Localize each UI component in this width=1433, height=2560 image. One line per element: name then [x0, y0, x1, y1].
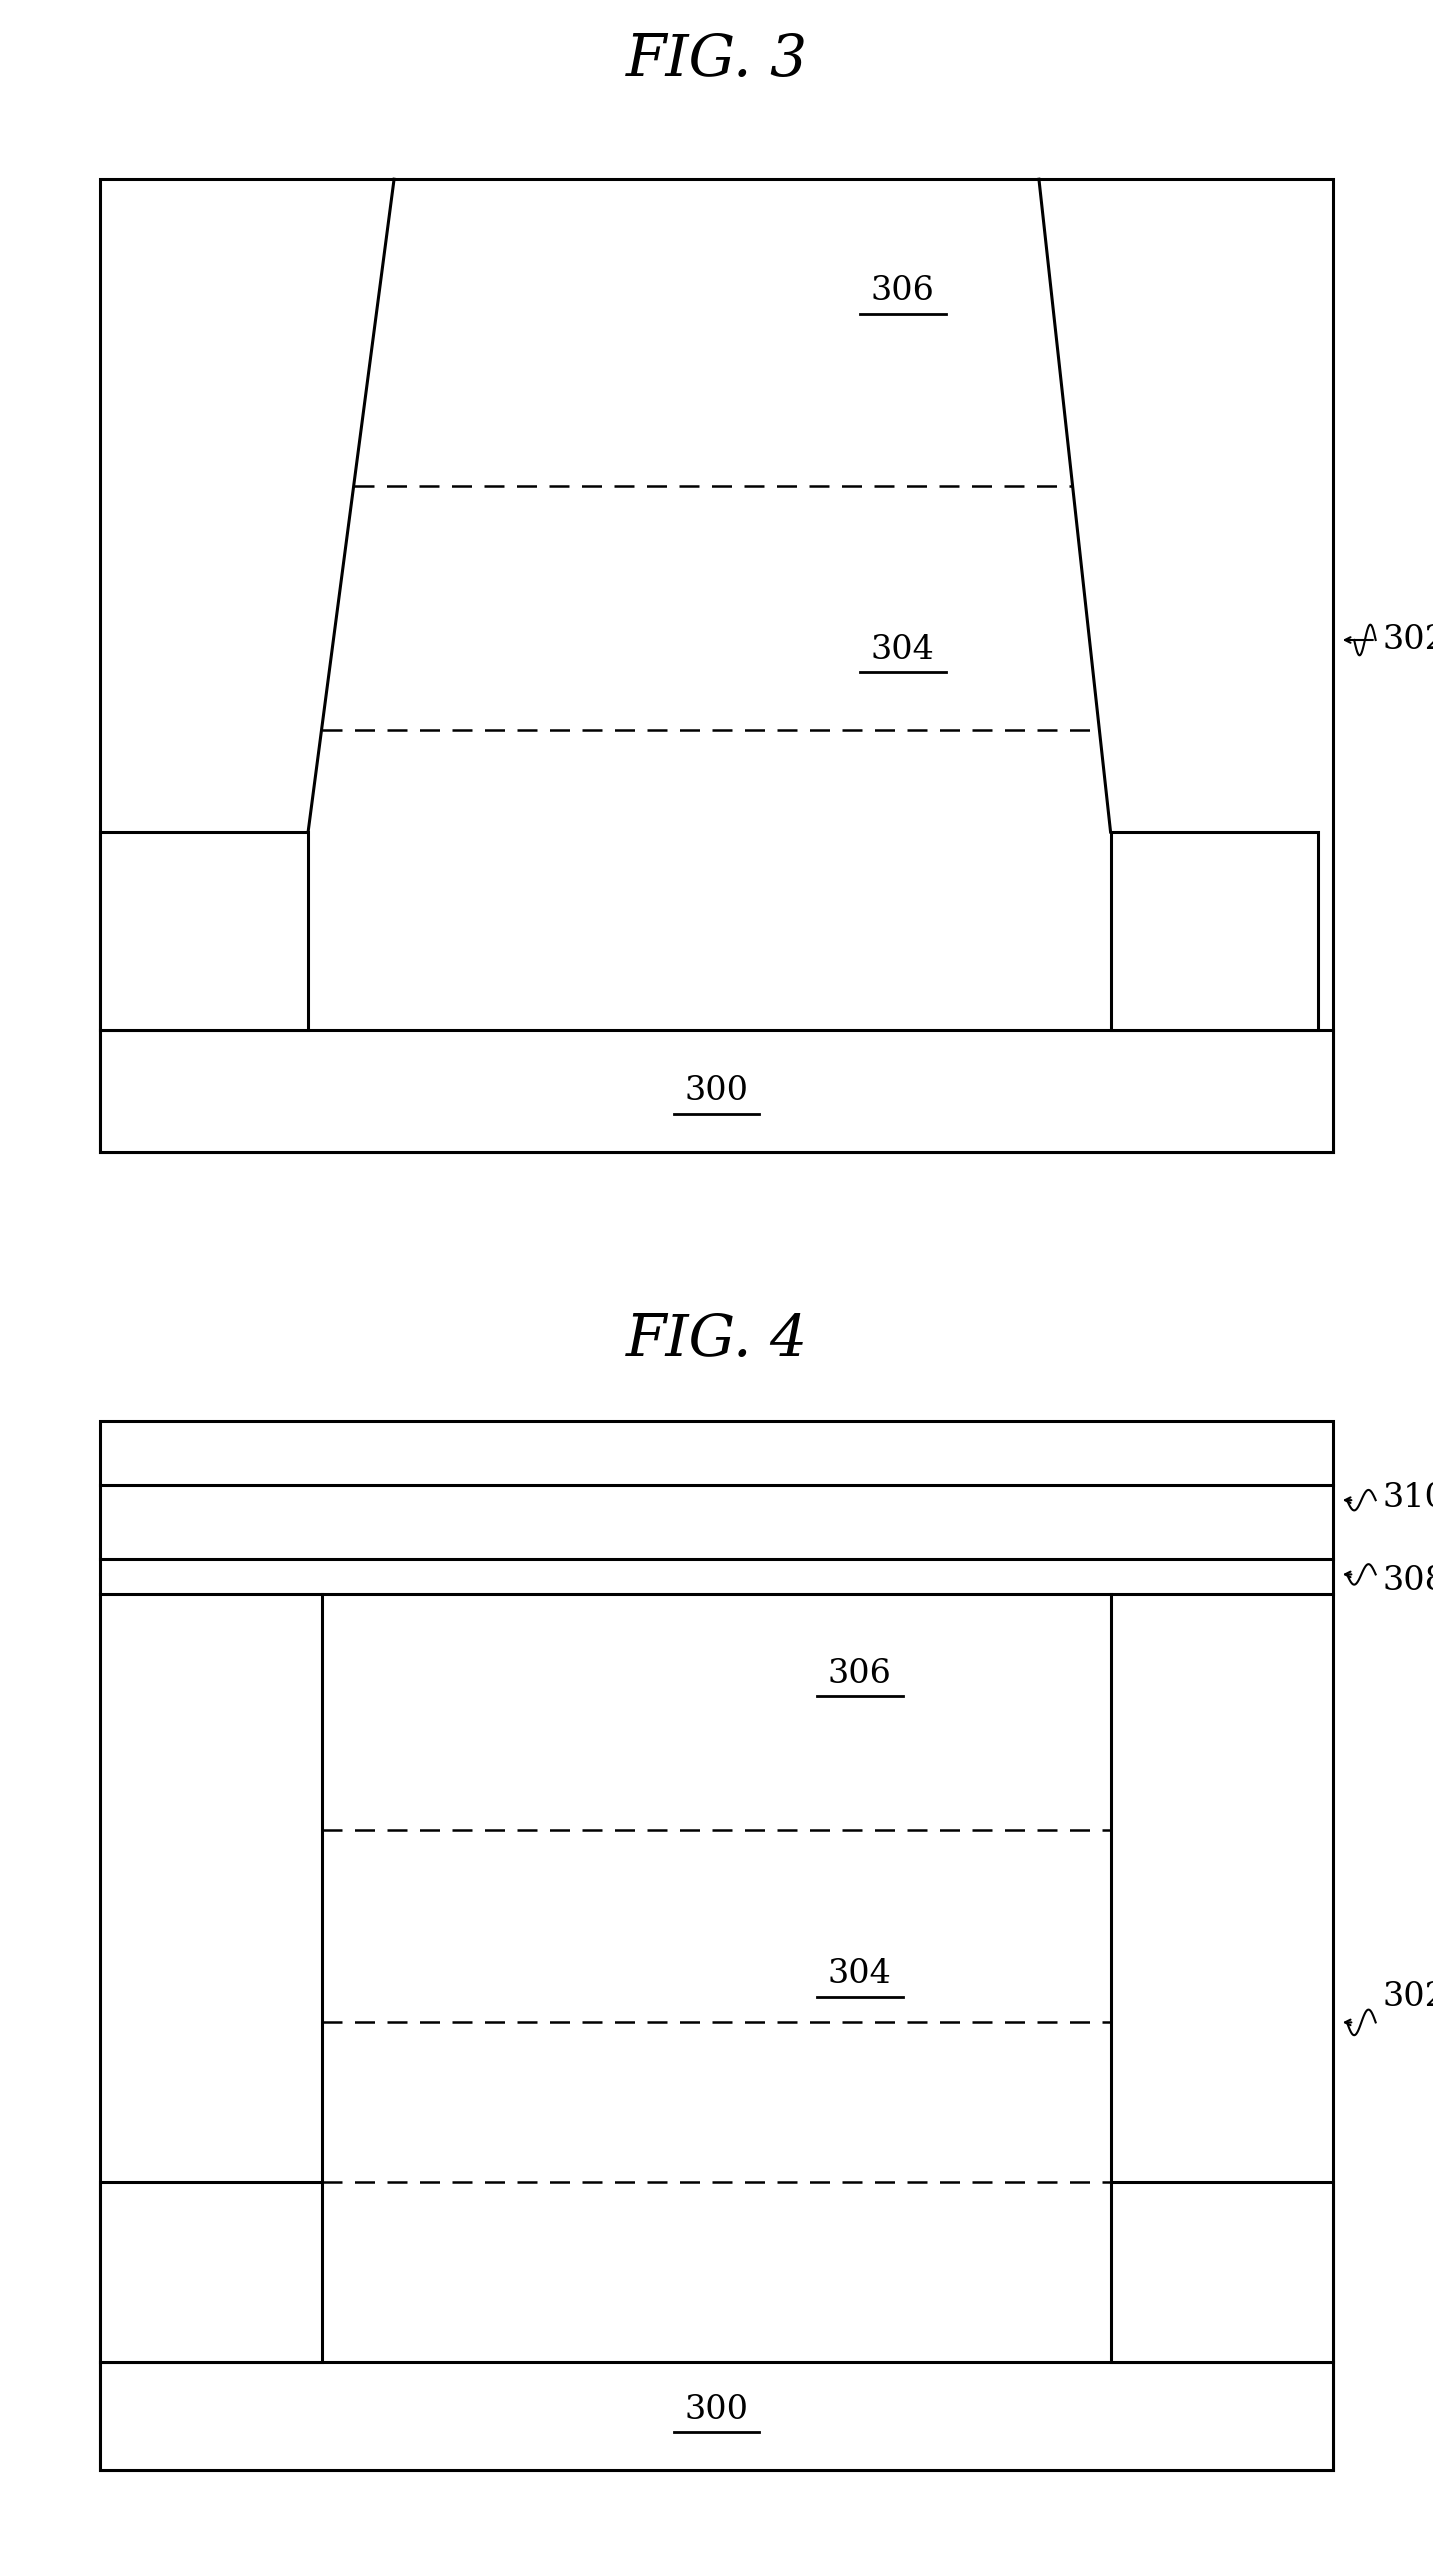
Bar [100, 1029, 1333, 1152]
Text: 304: 304 [828, 1958, 891, 1992]
Bar [100, 179, 1333, 1152]
Text: 306: 306 [828, 1659, 891, 1690]
Text: FIG. 4: FIG. 4 [625, 1311, 808, 1370]
Text: 304: 304 [871, 632, 934, 666]
Text: 306: 306 [871, 274, 934, 307]
Bar [1111, 2181, 1333, 2360]
Bar [100, 2181, 322, 2360]
Text: 310: 310 [1383, 1482, 1433, 1513]
Text: 302: 302 [1383, 1981, 1433, 2012]
Text: 300: 300 [685, 2394, 748, 2427]
Text: 308: 308 [1383, 1564, 1433, 1597]
Bar [100, 2360, 1333, 2470]
Text: FIG. 3: FIG. 3 [625, 31, 808, 90]
Text: 300: 300 [685, 1075, 748, 1106]
Bar [1111, 832, 1318, 1029]
Bar [100, 1421, 1333, 2470]
Text: 302: 302 [1383, 625, 1433, 655]
Bar [100, 832, 308, 1029]
